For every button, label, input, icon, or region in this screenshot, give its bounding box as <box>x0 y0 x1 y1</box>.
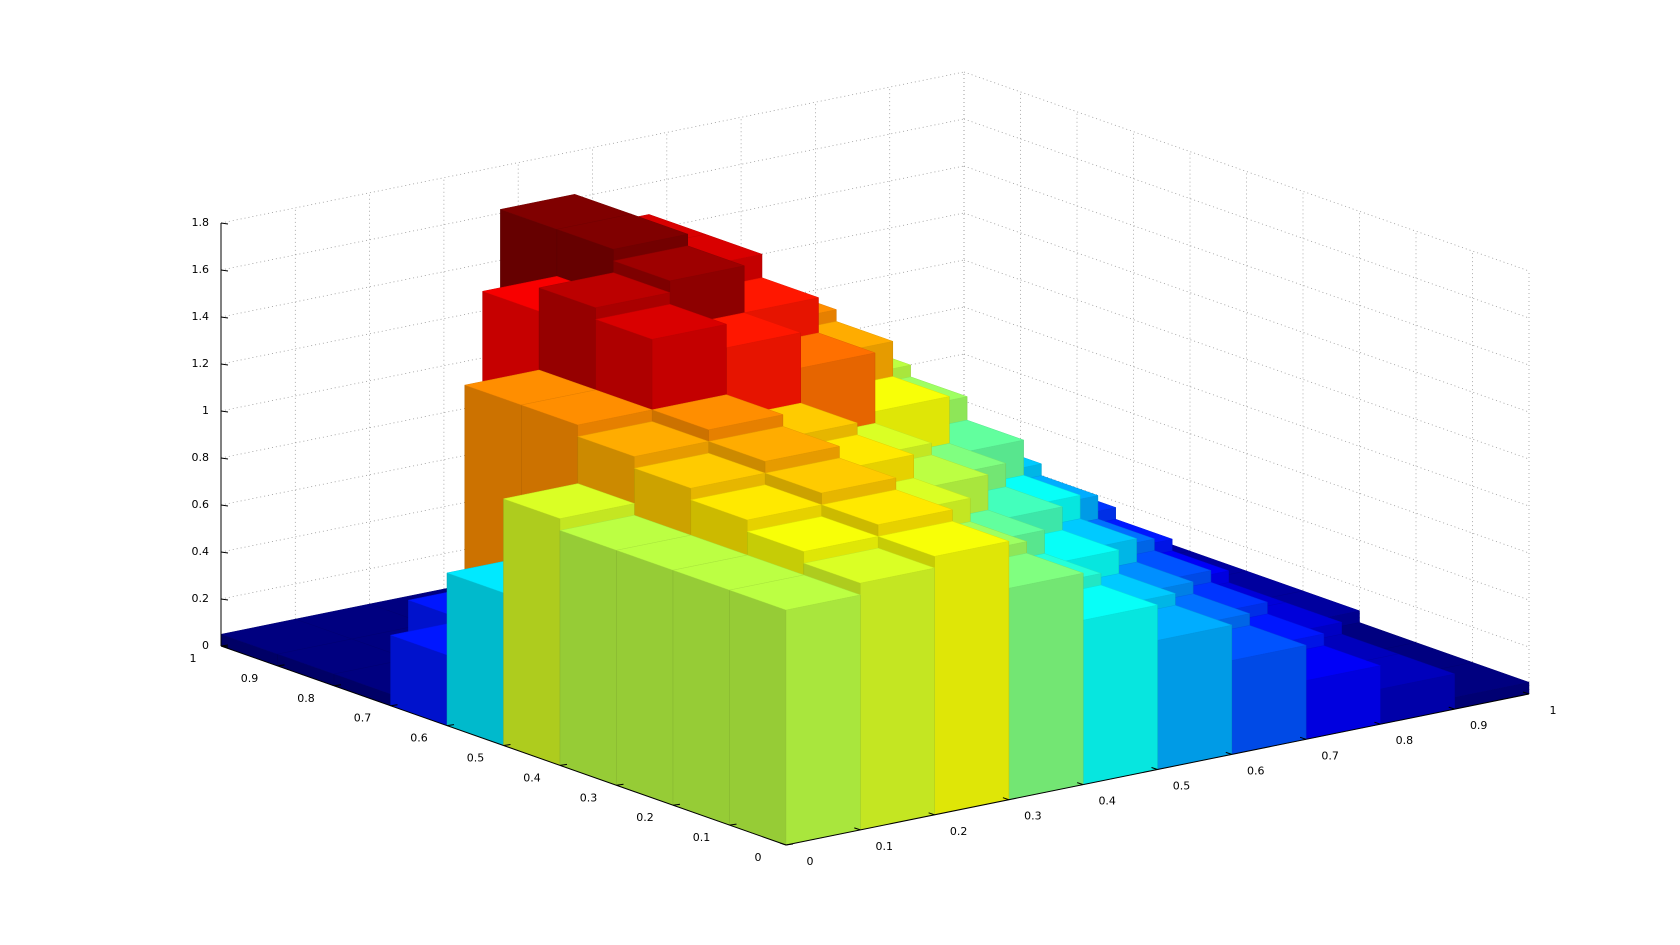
cell-side <box>785 594 861 846</box>
tick-mark <box>785 843 794 846</box>
z-tick-label: 0.4 <box>192 545 210 558</box>
y-tick-label: 0.9 <box>241 672 259 685</box>
y-tick-label: 0.3 <box>580 791 598 804</box>
tick-mark <box>729 823 737 826</box>
y-tick-label: 1 <box>190 652 197 665</box>
tick-mark <box>220 645 229 648</box>
cell-top <box>764 457 897 494</box>
cell-top <box>689 484 823 521</box>
cell-side <box>446 572 504 746</box>
y-tick-label: 0 <box>755 851 762 864</box>
x-tick-label: 0.9 <box>1470 719 1488 732</box>
cell-side <box>672 569 730 826</box>
z-tick-label: 1.8 <box>192 216 210 229</box>
cell-side <box>1231 644 1307 755</box>
z-tick-label: 1.4 <box>192 310 210 323</box>
cell-top <box>502 483 636 519</box>
z-tick-label: 1.2 <box>192 357 210 370</box>
axes <box>220 222 1530 846</box>
cell-side <box>503 498 561 766</box>
tick-mark <box>672 803 681 806</box>
tick-mark <box>220 598 229 601</box>
grid-line <box>963 71 1530 272</box>
cell-side <box>1008 572 1084 801</box>
tick-mark <box>503 744 511 746</box>
tick-mark <box>1225 751 1232 755</box>
cell-side <box>616 549 674 806</box>
cell-side <box>729 589 787 846</box>
cell-side <box>1157 624 1233 770</box>
tick-mark <box>1151 767 1158 770</box>
tick-mark <box>390 704 398 707</box>
tick-mark <box>220 269 229 272</box>
cell-top <box>633 452 767 489</box>
cell-side <box>934 540 1010 816</box>
tick-mark <box>928 812 935 816</box>
surface-cell <box>728 574 862 846</box>
cell-top <box>877 521 1010 557</box>
x-tick-label: 0.2 <box>950 825 968 838</box>
cell-side <box>860 567 935 831</box>
tick-mark <box>220 457 229 460</box>
y-tick-label: 0.5 <box>467 752 485 765</box>
x-tick-label: 0.8 <box>1396 734 1414 747</box>
cell-side <box>559 530 617 786</box>
z-tick-label: 0.6 <box>192 498 210 511</box>
z-tick-label: 1 <box>202 404 209 417</box>
tick-mark <box>1374 721 1381 725</box>
cell-top <box>746 516 880 552</box>
y-tick-label: 0.1 <box>693 831 711 844</box>
tick-mark <box>220 222 229 225</box>
x-tick-label: 0.5 <box>1173 780 1191 793</box>
x-tick-label: 0.6 <box>1247 764 1265 777</box>
x-tick-label: 1 <box>1550 704 1557 717</box>
cell-top <box>802 547 936 584</box>
tick-mark <box>220 504 229 507</box>
z-tick-label: 0.2 <box>192 592 210 605</box>
y-tick-label: 0.2 <box>636 811 654 824</box>
cell-top <box>612 245 746 282</box>
cell-top <box>820 489 954 525</box>
cell-top <box>555 213 689 250</box>
tick-mark <box>559 763 568 766</box>
cell-top <box>538 272 671 308</box>
z-tick-label: 1.6 <box>192 263 210 276</box>
tick-mark <box>854 827 861 831</box>
cell-top <box>728 574 862 611</box>
cell-top <box>707 426 841 462</box>
tick-mark <box>220 551 229 554</box>
tick-mark <box>1522 691 1530 695</box>
tick-mark <box>220 363 229 366</box>
tick-mark <box>1077 782 1084 786</box>
y-tick-label: 0.8 <box>297 692 315 705</box>
cell-top <box>651 394 784 430</box>
tick-mark <box>277 664 285 667</box>
x-tick-label: 0.3 <box>1024 810 1042 823</box>
cell-top <box>520 389 654 426</box>
tick-mark <box>779 842 787 846</box>
tick-mark <box>616 783 624 786</box>
y-tick-label: 0.6 <box>410 732 428 745</box>
x-tick-label: 0 <box>807 855 814 868</box>
z-tick-label: 0.8 <box>192 451 210 464</box>
x-tick-label: 0.7 <box>1321 749 1339 762</box>
tick-mark <box>220 410 229 413</box>
y-tick-label: 0.4 <box>523 771 541 784</box>
cell-side <box>1082 604 1158 785</box>
tick-mark <box>446 724 455 727</box>
x-tick-label: 0.4 <box>1098 795 1116 808</box>
tick-mark <box>1299 736 1307 740</box>
tick-mark <box>333 684 342 687</box>
tick-mark <box>1448 706 1455 710</box>
x-tick-label: 0.1 <box>876 840 894 853</box>
y-tick-label: 0.7 <box>354 712 372 725</box>
cell-top <box>594 304 728 340</box>
tick-mark <box>1002 797 1010 801</box>
z-tick-label: 0 <box>202 639 209 652</box>
cell-top <box>576 421 710 457</box>
tick-mark <box>220 316 229 319</box>
